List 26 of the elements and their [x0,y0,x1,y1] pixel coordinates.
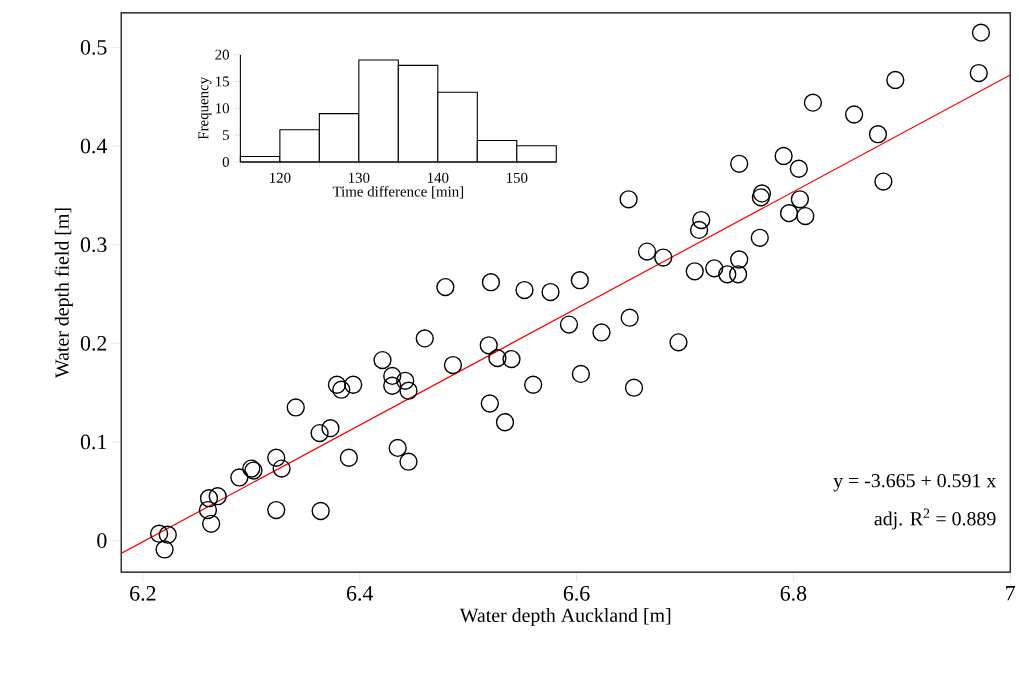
y-tick-label: 10 [215,103,230,114]
y-tick-label: 20 [215,49,230,60]
y-axis-title: Frequency [198,76,212,140]
y-tick-label: 5 [223,129,229,140]
x-tick-label: 7 [1006,585,1016,601]
y-tick-label: 0 [222,156,230,167]
y-tick-label: 0.3 [80,237,107,252]
x-axis-title: Water depth Auckland [m] [459,607,671,626]
y-tick-label: 15 [215,76,229,87]
x-axis-title: Time difference [min] [332,185,464,199]
x-tick-label: 6.6 [563,585,590,601]
y-axis-title: Water depth field [m] [54,208,73,378]
x-tick-label: 6.8 [780,585,807,601]
y-tick-label: 0.1 [80,434,107,450]
y-tick-label: 0.4 [80,138,108,154]
x-tick-label: 130 [348,172,370,183]
x-tick-label: 6.4 [346,585,374,601]
x-tick-label: 6.2 [130,585,156,601]
annotation: y = -3.665 + 0.591 x [833,473,997,492]
x-tick-label: 120 [270,172,291,183]
annotation: adj. R$^{2}$ = 0.889 [874,508,996,530]
x-tick-label: 150 [506,172,528,183]
y-tick-label: 0.5 [80,39,107,55]
y-tick-label: 0 [97,532,107,548]
x-tick-label: 140 [427,172,449,183]
y-tick-label: 0.2 [80,335,107,351]
